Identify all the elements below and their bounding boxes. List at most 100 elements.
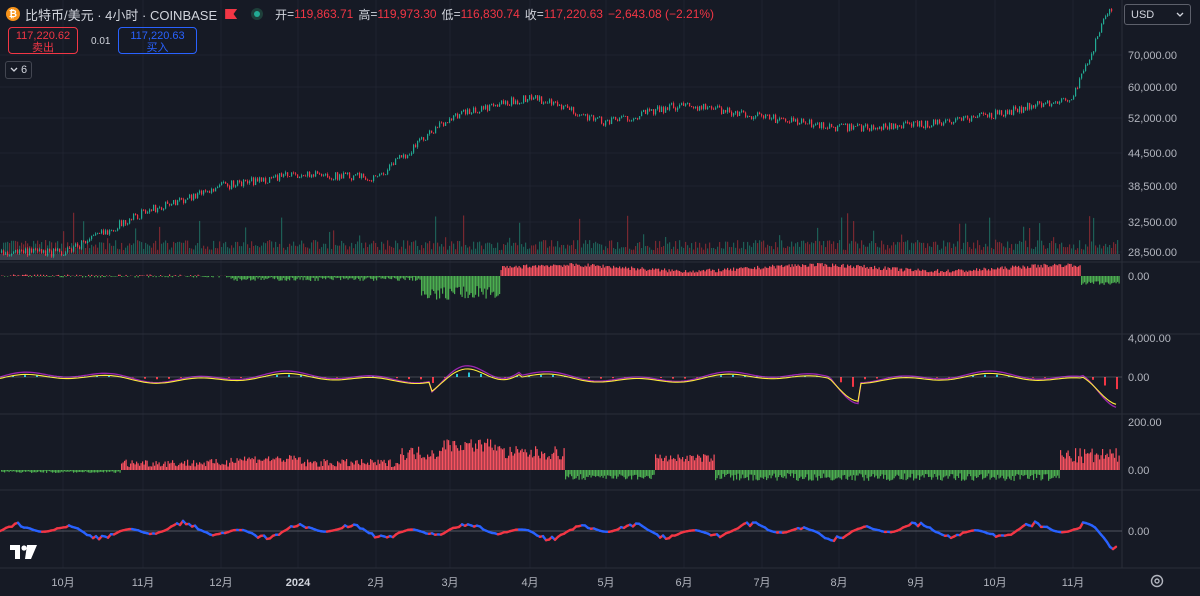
volume-bar	[911, 242, 913, 254]
candle-body	[593, 115, 595, 121]
volume-bar	[885, 249, 887, 254]
area-bar	[1019, 470, 1021, 480]
histogram-bar	[85, 276, 87, 278]
histogram-bar	[272, 276, 274, 279]
area-bar	[40, 470, 42, 473]
indicators-toggle-button[interactable]: 6	[5, 61, 32, 79]
volume-bar	[801, 240, 803, 254]
buy-button[interactable]: 117,220.63 买入	[118, 27, 197, 54]
area-bar	[541, 451, 543, 470]
oscillator-bar	[1104, 377, 1106, 386]
histogram-bar	[1015, 265, 1017, 276]
volume-bar	[213, 240, 215, 254]
candle-body	[795, 119, 797, 122]
volume-bar	[779, 235, 781, 254]
volume-bar	[241, 246, 243, 254]
volume-bar	[533, 245, 535, 254]
candle-body	[935, 120, 937, 125]
area-bar	[608, 470, 610, 476]
area-bar	[551, 453, 553, 470]
volume-bar	[915, 242, 917, 254]
area-bar	[571, 470, 573, 477]
settings-gear-icon[interactable]	[1149, 573, 1165, 589]
area-bar	[374, 461, 376, 470]
histogram-bar	[638, 269, 640, 276]
area-bar	[359, 465, 361, 470]
histogram-bar	[998, 268, 1000, 276]
area-bar	[245, 460, 247, 470]
volume-bar	[1061, 242, 1063, 254]
histogram-bar	[445, 276, 447, 299]
area-bar	[31, 470, 33, 473]
volume-bar	[1047, 248, 1049, 254]
candle-body	[535, 95, 537, 99]
candle-body	[1059, 101, 1061, 104]
volume-bar	[611, 240, 613, 254]
volume-bar	[459, 241, 461, 254]
area-bar	[763, 470, 765, 479]
volume-bar	[357, 241, 359, 254]
area-bar	[731, 470, 733, 476]
area-bar	[487, 438, 489, 470]
area-bar	[1069, 456, 1071, 470]
sell-button[interactable]: 117,220.62 卖出	[8, 27, 78, 54]
volume-bar	[765, 247, 767, 254]
volume-bar	[1113, 242, 1115, 254]
candle-body	[673, 103, 675, 109]
flag-icon[interactable]	[225, 9, 238, 19]
area-bar	[224, 464, 226, 470]
area-bar	[419, 454, 421, 470]
area-bar	[229, 462, 231, 470]
area-bar	[500, 448, 502, 470]
candle-body	[233, 180, 235, 187]
histogram-bar	[751, 268, 753, 276]
histogram-bar	[421, 276, 423, 296]
histogram-bar	[746, 267, 748, 276]
price-axis-label: 60,000.00	[1128, 82, 1177, 94]
histogram-bar	[1072, 266, 1074, 276]
histogram-bar	[908, 268, 910, 276]
volume-bar	[369, 244, 371, 254]
tradingview-logo-icon[interactable]	[10, 545, 38, 559]
area-bar	[281, 461, 283, 470]
volume-bar	[523, 246, 525, 254]
candle-body	[221, 182, 223, 186]
currency-select[interactable]: USD	[1124, 4, 1191, 25]
histogram-bar	[106, 275, 108, 276]
area-bar	[917, 470, 919, 476]
candle-body	[281, 173, 283, 177]
area-bar	[1114, 457, 1116, 470]
area-bar	[661, 458, 663, 470]
area-bar	[562, 456, 564, 470]
candle-body	[699, 106, 701, 111]
candle-body	[613, 116, 615, 118]
area-bar	[214, 463, 216, 470]
area-bar	[907, 470, 909, 480]
candle-body	[667, 107, 669, 110]
candle-body	[579, 114, 581, 116]
area-bar	[284, 461, 286, 470]
histogram-bar	[1081, 276, 1083, 285]
candle-body	[273, 176, 275, 178]
candle-body	[925, 120, 927, 129]
area-bar	[191, 463, 193, 470]
area-bar	[358, 463, 360, 470]
histogram-bar	[229, 276, 231, 277]
histogram-bar	[1048, 267, 1050, 276]
candle-body	[819, 123, 821, 129]
market-status-icon[interactable]	[251, 8, 264, 20]
candle-body	[849, 124, 851, 132]
area-bar	[547, 457, 549, 470]
candle-body	[187, 198, 189, 200]
volume-bar	[343, 243, 345, 254]
volume-bar	[9, 243, 11, 254]
symbol-title[interactable]: 比特币/美元 · 4小时 · COINBASE	[25, 7, 218, 23]
candle-body	[959, 117, 961, 119]
area-bar	[781, 470, 783, 478]
histogram-bar	[1003, 269, 1005, 276]
area-bar	[644, 470, 646, 478]
histogram-bar	[490, 276, 492, 295]
histogram-bar	[824, 263, 826, 276]
candle-body	[449, 118, 451, 123]
